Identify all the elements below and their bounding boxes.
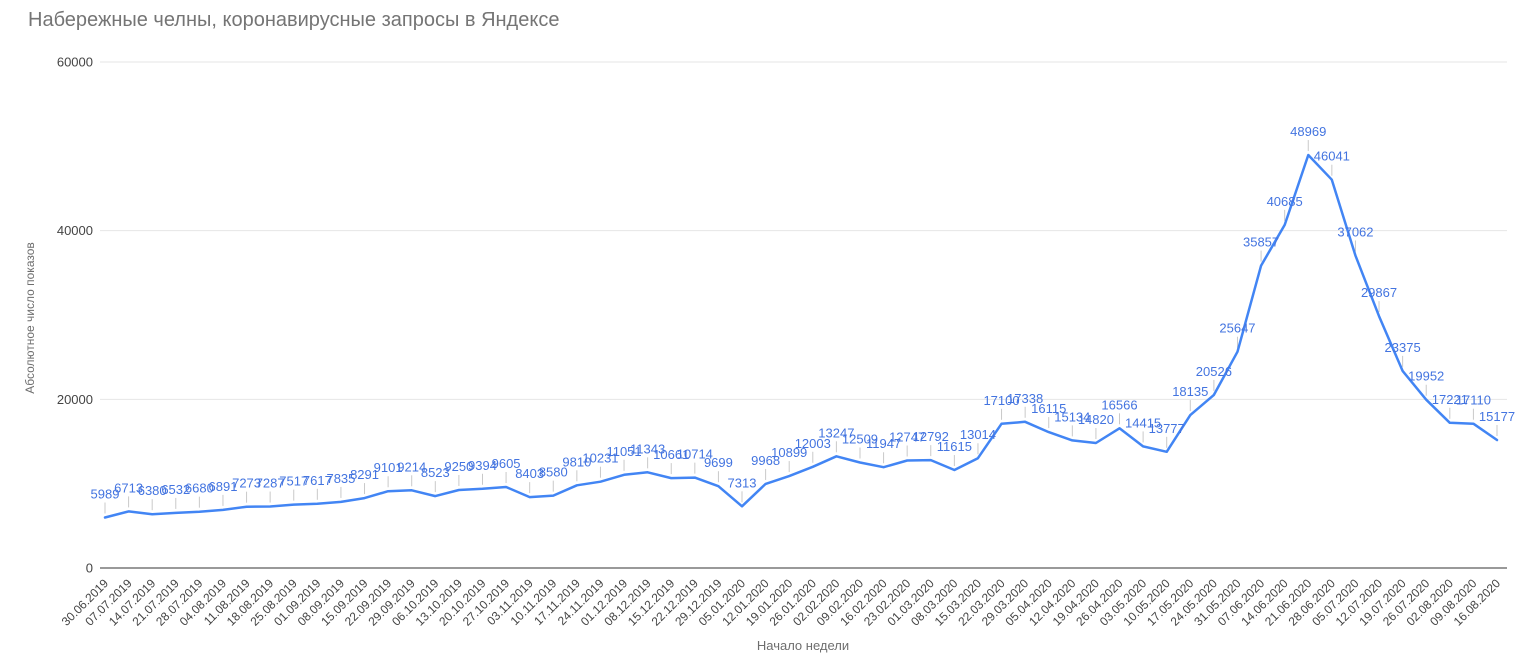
data-label: 9968 <box>751 453 780 468</box>
data-label: 6380 <box>138 483 167 498</box>
data-label: 16566 <box>1101 397 1137 412</box>
data-label: 37062 <box>1337 224 1373 239</box>
data-label: 6891 <box>209 479 238 494</box>
series-line <box>103 153 1499 519</box>
data-label: 7617 <box>303 473 332 488</box>
data-label: 10714 <box>677 447 713 462</box>
data-label: 6680 <box>185 481 214 496</box>
data-label: 17338 <box>1007 391 1043 406</box>
data-label: 9250 <box>444 459 473 474</box>
data-label: 9810 <box>562 454 591 469</box>
data-label: 12792 <box>913 429 949 444</box>
data-label: 7313 <box>728 475 757 490</box>
data-label: 40685 <box>1267 194 1303 209</box>
data-label: 8291 <box>350 467 379 482</box>
data-label: 20526 <box>1196 364 1232 379</box>
data-label: 17110 <box>1456 393 1491 408</box>
data-label: 11615 <box>937 439 972 454</box>
data-label: 9605 <box>492 456 521 471</box>
data-label: 12003 <box>795 436 831 451</box>
data-label: 19952 <box>1408 369 1444 384</box>
data-label: 9394 <box>468 458 497 473</box>
data-label: 46041 <box>1314 149 1350 164</box>
data-label: 8580 <box>539 465 568 480</box>
data-label: 15134 <box>1054 409 1090 424</box>
data-label: 18135 <box>1172 384 1208 399</box>
data-label: 11051 <box>606 444 641 459</box>
data-label: 5989 <box>91 486 120 501</box>
data-label: 25647 <box>1219 321 1255 336</box>
data-label: 7517 <box>279 474 308 489</box>
y-axis-title: Абсолютное число показов <box>23 242 37 394</box>
data-label: 48969 <box>1290 124 1326 139</box>
data-label: 7273 <box>232 476 261 491</box>
data-label: 14415 <box>1125 415 1161 430</box>
chart-title: Набережные челны, коронавирусные запросы… <box>28 9 560 31</box>
x-axis-title: Начало недели <box>756 638 850 653</box>
y-tick-label: 40000 <box>57 223 93 238</box>
data-label: 7287 <box>256 476 285 491</box>
data-label: 15177 <box>1479 409 1515 424</box>
data-label: 13014 <box>960 427 996 442</box>
y-tick-label: 0 <box>86 561 93 576</box>
data-label: 8403 <box>515 466 544 481</box>
data-label: 10661 <box>653 447 689 462</box>
data-label: 23375 <box>1385 340 1421 355</box>
data-label: 6532 <box>161 482 190 497</box>
data-label: 10231 <box>582 451 618 466</box>
data-label: 8523 <box>421 465 450 480</box>
data-label: 16115 <box>1031 401 1066 416</box>
data-label: 14820 <box>1078 412 1114 427</box>
data-label: 10899 <box>771 445 807 460</box>
data-label: 17100 <box>983 393 1019 408</box>
y-tick-label: 20000 <box>57 392 93 407</box>
data-label: 12509 <box>842 432 878 447</box>
data-label: 7835 <box>326 471 355 486</box>
data-label: 11343 <box>630 441 665 456</box>
y-tick-label: 60000 <box>57 55 93 70</box>
data-label: 9214 <box>397 459 426 474</box>
data-label: 29867 <box>1361 285 1397 300</box>
data-label: 12747 <box>889 430 925 445</box>
data-label: 9699 <box>704 455 733 470</box>
data-label: 13247 <box>818 425 854 440</box>
data-label: 6713 <box>114 480 143 495</box>
data-label: 17221 <box>1432 392 1468 407</box>
data-label: 9101 <box>374 460 403 475</box>
data-label: 11947 <box>866 436 901 451</box>
data-label: 35857 <box>1243 235 1279 250</box>
data-label: 13777 <box>1149 421 1185 436</box>
